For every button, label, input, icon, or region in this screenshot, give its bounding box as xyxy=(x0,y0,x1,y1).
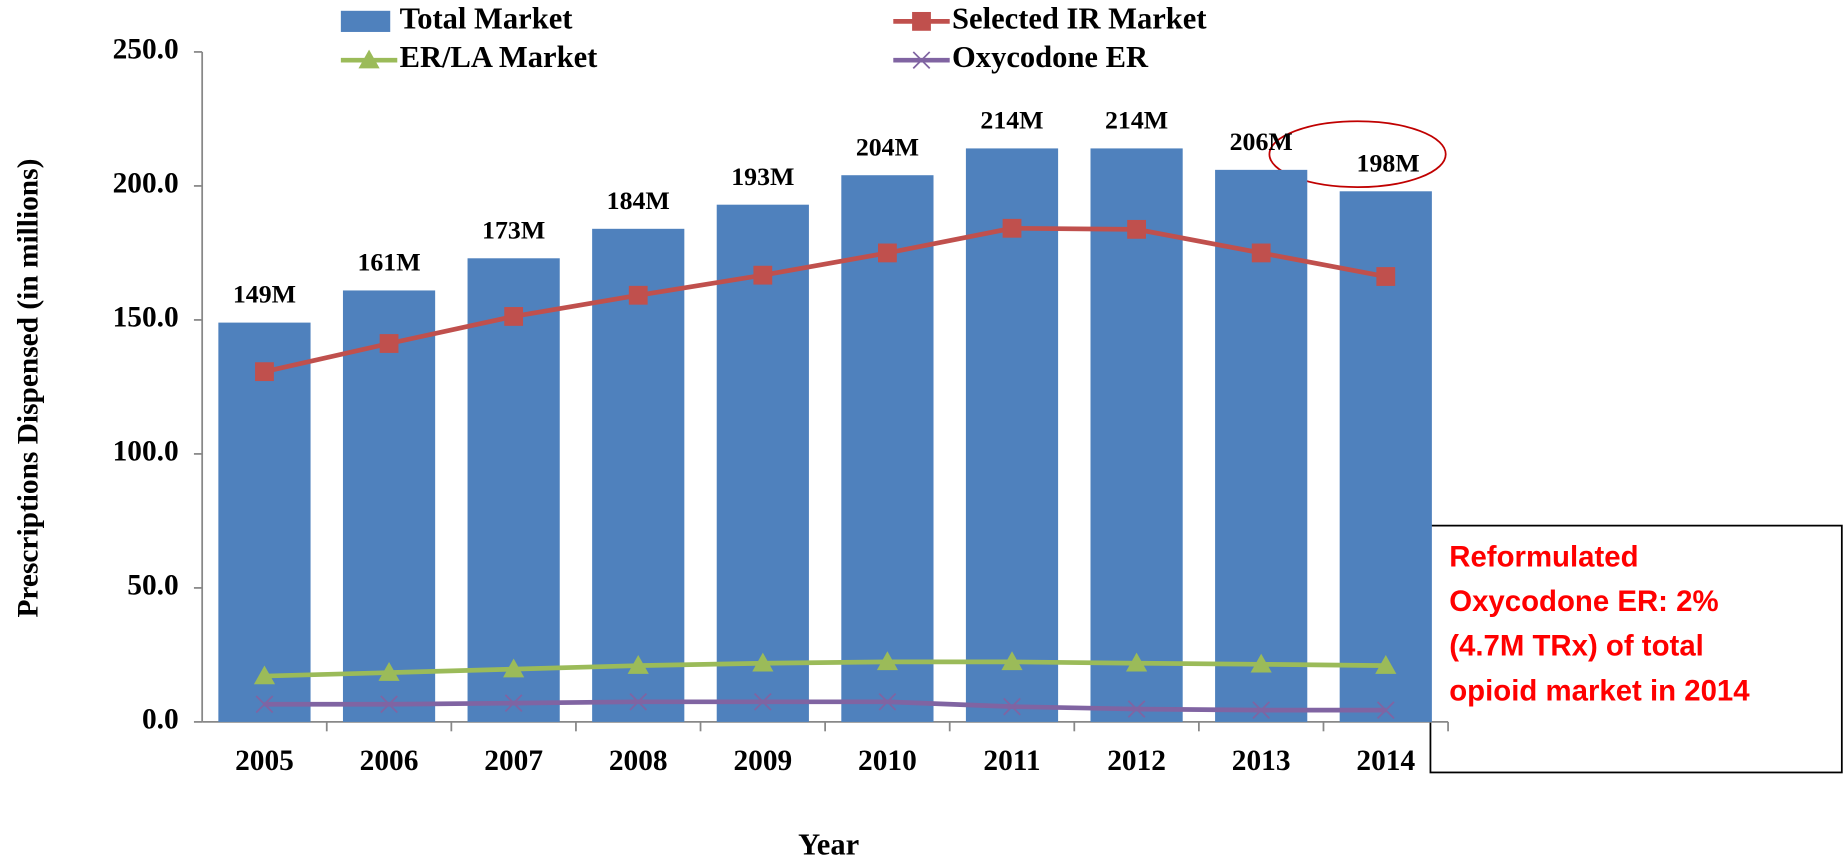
line-marker xyxy=(1252,701,1271,719)
annotation-text: opioid market in 2014 xyxy=(1449,674,1750,707)
y-tick-label: 200.0 xyxy=(113,168,179,200)
series-line xyxy=(263,225,1387,374)
line-marker xyxy=(878,692,897,711)
x-tick-label: 2013 xyxy=(1232,745,1291,777)
bar xyxy=(592,228,685,722)
legend-label: ER/LA Market xyxy=(400,40,599,74)
y-tick-label: 100.0 xyxy=(113,436,179,468)
line-marker xyxy=(878,243,897,263)
y-tick-label: 50.0 xyxy=(127,570,178,602)
legend-label: Selected IR Market xyxy=(952,1,1207,35)
y-tick-label: 250.0 xyxy=(113,34,179,66)
line-marker xyxy=(255,695,274,714)
line-marker xyxy=(628,285,648,305)
x-tick-label: 2012 xyxy=(1107,745,1166,777)
data-label: 149M xyxy=(233,280,296,309)
line-marker xyxy=(1251,243,1271,263)
x-tick-label: 2014 xyxy=(1356,745,1415,777)
line-marker xyxy=(627,655,649,674)
bar xyxy=(965,148,1059,722)
x-tick-label: 2008 xyxy=(609,745,668,777)
line-marker xyxy=(912,11,931,31)
annotation-text: (4.7M TRx) of total xyxy=(1449,630,1704,663)
line-marker xyxy=(379,334,399,353)
line-marker xyxy=(503,658,525,678)
series-line xyxy=(264,699,1386,713)
line-marker xyxy=(753,265,773,285)
x-axis-title: Year xyxy=(798,828,859,862)
line-marker xyxy=(1003,697,1021,716)
bar xyxy=(716,204,809,722)
bar xyxy=(1090,148,1183,722)
x-tick-label: 2009 xyxy=(733,745,792,777)
legend-label: Total Market xyxy=(400,1,574,35)
line-marker xyxy=(1126,652,1148,672)
line-marker xyxy=(358,49,380,69)
annotation-box xyxy=(1429,524,1843,774)
data-label: 204M xyxy=(856,132,919,161)
line-marker xyxy=(1001,651,1023,671)
line-marker xyxy=(1375,655,1397,674)
line-marker xyxy=(1376,701,1395,719)
line-marker xyxy=(753,692,772,711)
series-line xyxy=(264,659,1386,679)
data-label: 214M xyxy=(1105,105,1168,134)
data-label: 206M xyxy=(1230,127,1293,156)
data-label: 193M xyxy=(731,162,794,191)
bar xyxy=(841,175,934,722)
line-marker xyxy=(912,51,931,70)
line-marker xyxy=(504,307,524,326)
x-tick-label: 2006 xyxy=(360,745,419,777)
bar xyxy=(218,322,311,722)
x-tick-label: 2007 xyxy=(484,745,543,777)
data-label: 184M xyxy=(607,186,670,215)
data-label: 173M xyxy=(482,215,545,244)
data-label: 161M xyxy=(357,248,420,277)
legend-label: Oxycodone ER xyxy=(952,40,1149,74)
annotation-text: Oxycodone ER: 2% xyxy=(1449,585,1718,618)
line-marker xyxy=(1127,700,1146,718)
line-marker xyxy=(378,662,400,681)
line-marker xyxy=(253,665,276,685)
x-tick-label: 2010 xyxy=(858,745,917,777)
line-marker xyxy=(380,695,398,714)
bar xyxy=(467,258,560,722)
line-marker xyxy=(752,652,774,672)
y-tick-label: 0.0 xyxy=(142,704,179,736)
line-marker xyxy=(629,692,648,711)
bar xyxy=(342,290,436,722)
highlight-ellipse xyxy=(1268,120,1447,188)
line-marker xyxy=(1250,653,1272,673)
data-label: 214M xyxy=(980,105,1043,134)
line-marker xyxy=(255,362,274,382)
line-marker xyxy=(504,694,523,712)
x-tick-label: 2011 xyxy=(983,745,1040,777)
y-tick-label: 150.0 xyxy=(113,302,179,334)
line-marker xyxy=(1376,267,1396,286)
annotation-text: Reformulated xyxy=(1449,540,1638,573)
line-marker xyxy=(876,651,898,671)
line-marker xyxy=(1002,218,1022,238)
y-axis-title: Prescriptions Dispensed (in millions) xyxy=(12,159,44,618)
legend-swatch xyxy=(340,10,391,32)
data-label: 198M xyxy=(1357,148,1420,177)
line-marker xyxy=(1127,219,1146,239)
x-tick-label: 2005 xyxy=(235,745,294,777)
